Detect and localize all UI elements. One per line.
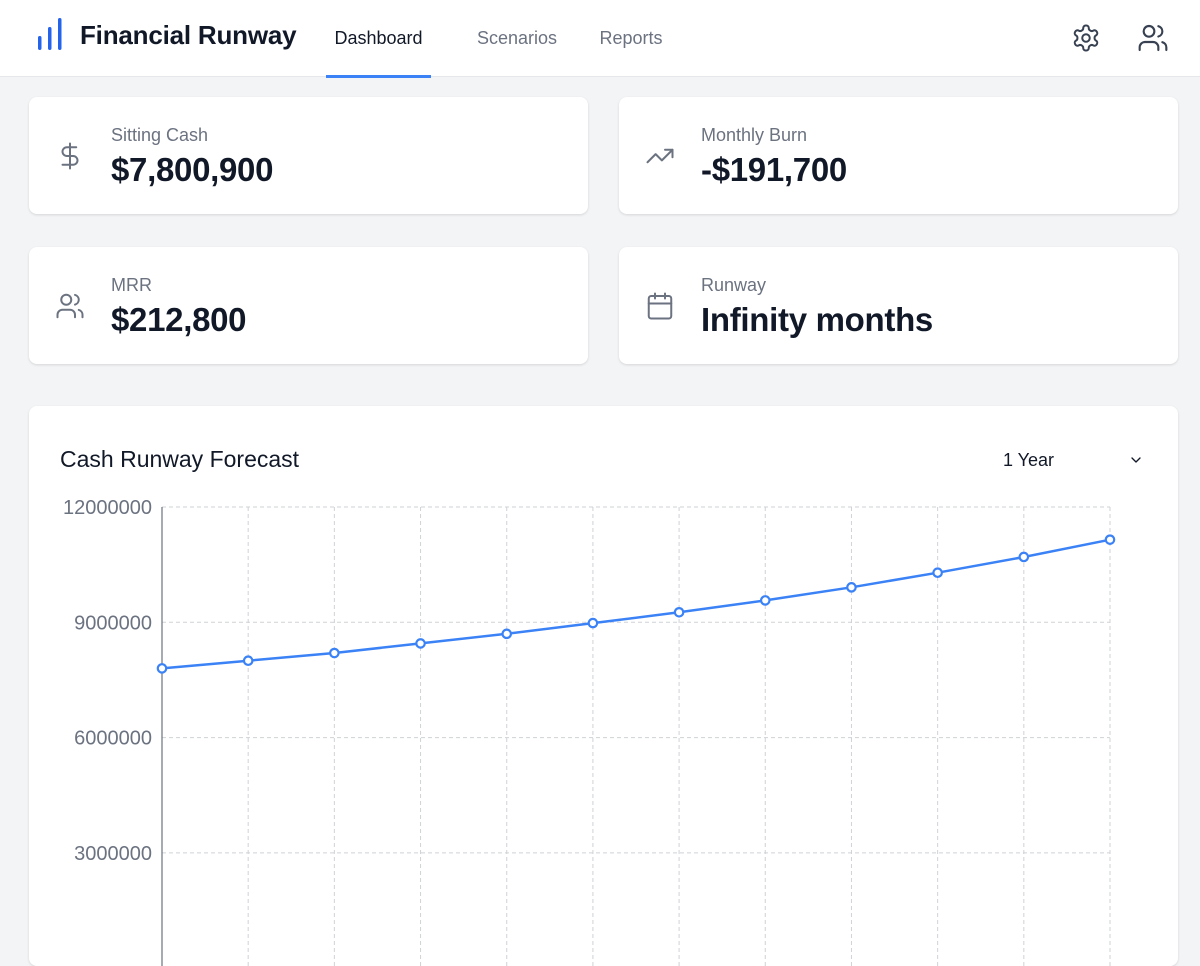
data-point xyxy=(1104,534,1116,545)
data-point xyxy=(587,617,599,629)
tab-scenarios[interactable]: Scenarios xyxy=(476,28,558,48)
dollar-icon xyxy=(61,142,79,170)
stat-label: Sitting Cash xyxy=(111,125,209,145)
stat-label: MRR xyxy=(111,275,152,295)
range-select-value: 1 Year xyxy=(1003,449,1055,470)
y-tick-label: 12000000 xyxy=(63,497,152,519)
stat-label: Runway xyxy=(701,275,767,295)
stat-card-sitting-cash: Sitting Cash $7,800,900 xyxy=(29,97,588,214)
calendar-icon xyxy=(647,292,673,320)
data-point xyxy=(932,567,943,579)
data-point xyxy=(415,638,426,649)
stat-card-monthly-burn: Monthly Burn -$191,700 xyxy=(619,97,1178,214)
data-point xyxy=(1018,551,1030,563)
stat-card-runway: Runway Infinity months xyxy=(619,247,1178,364)
tab-reports[interactable]: Reports xyxy=(599,28,663,48)
stat-value: Infinity months xyxy=(701,301,933,338)
series-line-cash xyxy=(161,538,1111,670)
chart-card: Cash Runway Forecast 1 Year 3000000 60000… xyxy=(29,406,1178,966)
main-nav: Dashboard Scenarios Reports xyxy=(326,0,671,78)
tab-dashboard[interactable]: Dashboard xyxy=(326,0,431,78)
settings-button[interactable] xyxy=(1066,18,1106,58)
stat-value: $7,800,900 xyxy=(111,151,274,188)
data-point xyxy=(329,647,340,659)
bar-chart-icon xyxy=(38,18,62,50)
data-point xyxy=(846,582,857,593)
chevron-down-icon xyxy=(1131,457,1141,463)
cash-forecast-chart: 3000000 6000000 9000000 12000000 xyxy=(63,497,1116,966)
y-tick-label: 6000000 xyxy=(74,728,152,750)
users-icon xyxy=(1138,24,1168,52)
users-button[interactable] xyxy=(1133,18,1173,58)
stat-value: -$191,700 xyxy=(701,151,847,188)
top-header: Financial Runway Dashboard Scenarios Rep… xyxy=(0,0,1200,78)
data-point xyxy=(673,607,685,618)
gear-icon xyxy=(1073,24,1099,52)
brand[interactable]: Financial Runway xyxy=(36,18,297,52)
users-icon xyxy=(56,293,84,319)
range-select[interactable]: 1 Year xyxy=(987,444,1152,476)
data-point xyxy=(501,628,513,640)
data-point xyxy=(242,655,254,667)
y-tick-label: 3000000 xyxy=(74,843,152,865)
stat-label: Monthly Burn xyxy=(701,125,808,145)
chart-title: Cash Runway Forecast xyxy=(60,446,300,472)
data-point xyxy=(759,595,771,606)
data-point xyxy=(156,663,168,674)
stat-value: $212,800 xyxy=(111,301,247,338)
stat-card-mrr: MRR $212,800 xyxy=(29,247,588,364)
trending-up-icon xyxy=(646,148,674,164)
y-tick-label: 9000000 xyxy=(74,612,152,634)
app-title: Financial Runway xyxy=(80,19,297,50)
